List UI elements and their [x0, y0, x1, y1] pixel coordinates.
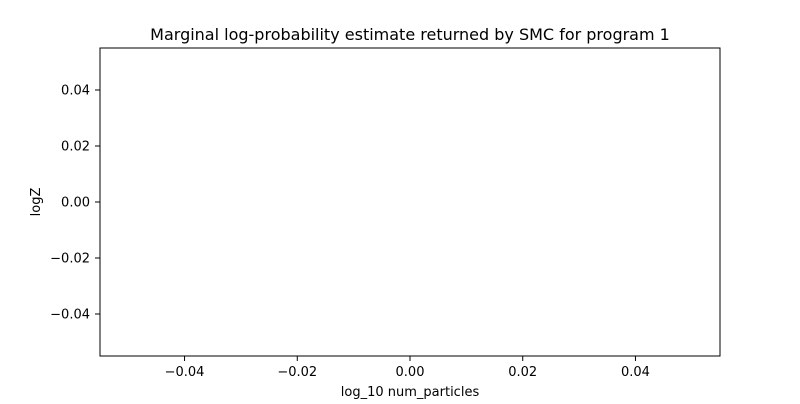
y-tick-label: 0.02	[61, 140, 90, 155]
y-tick-label: −0.02	[50, 252, 90, 267]
x-tick-label: −0.04	[165, 365, 205, 380]
y-tick-label: −0.04	[50, 308, 90, 323]
y-tick-label: 0.00	[61, 196, 90, 211]
x-tick-label: 0.02	[508, 365, 537, 380]
y-tick-label: 0.04	[61, 84, 90, 99]
x-axis-ticks: −0.04 −0.02 0.00 0.02 0.04	[165, 356, 650, 380]
x-axis-label: log_10 num_particles	[341, 385, 480, 400]
y-axis-ticks: 0.04 0.02 0.00 −0.02 −0.04	[50, 84, 100, 323]
y-axis-label: logZ	[29, 188, 44, 217]
x-tick-label: 0.00	[396, 365, 425, 380]
plot-area-frame	[99, 47, 721, 357]
x-tick-label: −0.02	[277, 365, 317, 380]
chart-title: Marginal log-probability estimate return…	[150, 25, 670, 44]
x-tick-label: 0.04	[621, 365, 650, 380]
